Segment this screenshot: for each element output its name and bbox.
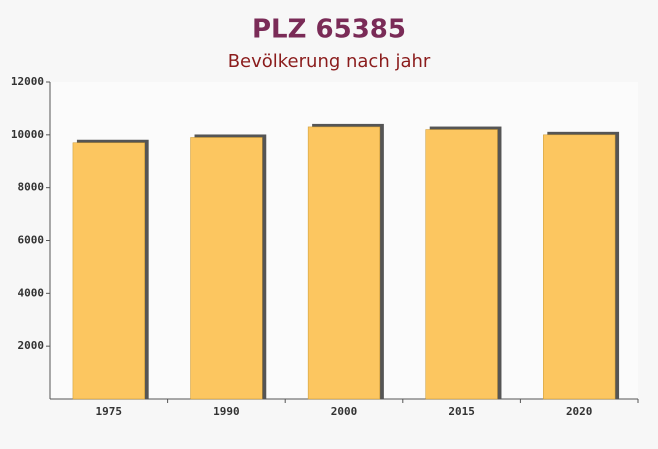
x-tick-label: 2000 (331, 405, 358, 418)
x-tick-label: 2020 (566, 405, 593, 418)
y-tick-label: 2000 (18, 339, 45, 352)
y-tick-label: 4000 (18, 286, 45, 299)
y-tick-label: 6000 (18, 234, 45, 247)
y-tick-label: 12000 (11, 75, 44, 88)
bar (190, 137, 263, 400)
bar (307, 126, 381, 400)
bar (72, 142, 145, 400)
y-tick-label: 8000 (18, 181, 45, 194)
x-tick-label: 2015 (448, 405, 475, 418)
x-tick-label: 1990 (213, 405, 240, 418)
chart-subtitle: Bevölkerung nach jahr (228, 51, 431, 72)
chart-title: PLZ 65385 (252, 15, 406, 45)
bar (425, 129, 498, 400)
bar (543, 134, 616, 400)
y-tick-label: 10000 (11, 128, 44, 141)
x-tick-label: 1975 (96, 405, 123, 418)
